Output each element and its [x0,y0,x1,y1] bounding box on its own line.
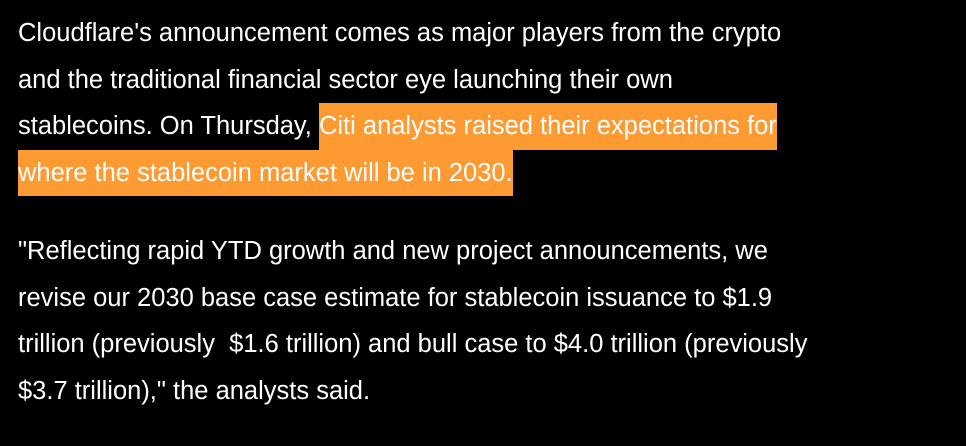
text-line: Cloudflare's announcement comes as major… [18,10,958,57]
text-line: revise our 2030 base case estimate for s… [18,275,958,322]
text-line: "Reflecting rapid YTD growth and new pro… [18,228,958,275]
highlighted-text: Citi analysts raised their expectations … [318,103,777,150]
text-segment: stablecoins. On Thursday, [18,112,319,140]
article-text: Cloudflare's announcement comes as major… [18,10,958,446]
paragraph: Cloudflare's announcement comes as major… [18,10,958,196]
text-segment: "Reflecting rapid YTD growth and new pro… [18,237,768,265]
text-line: stablecoins. On Thursday, Citi analysts … [18,103,958,150]
text-segment: revise our 2030 base case estimate for s… [18,283,773,312]
text-line: where the stablecoin market will be in 2… [18,149,958,196]
text-line: $3.7 trillion)," the analysts said. [18,368,958,415]
paragraph: "Reflecting rapid YTD growth and new pro… [18,228,958,414]
text-segment: $3.7 trillion)," the analysts said. [18,376,371,405]
highlighted-text: where the stablecoin market will be in 2… [18,149,513,196]
text-line: trillion (previously $1.6 trillion) and … [18,321,958,368]
text-segment: and the traditional financial sector eye… [18,65,673,94]
text-segment: Cloudflare's announcement comes as major… [18,19,782,47]
page: Cloudflare's announcement comes as major… [18,19,808,405]
text-line: and the traditional financial sector eye… [18,57,958,104]
text-segment: trillion (previously $1.6 trillion) and … [18,330,808,358]
